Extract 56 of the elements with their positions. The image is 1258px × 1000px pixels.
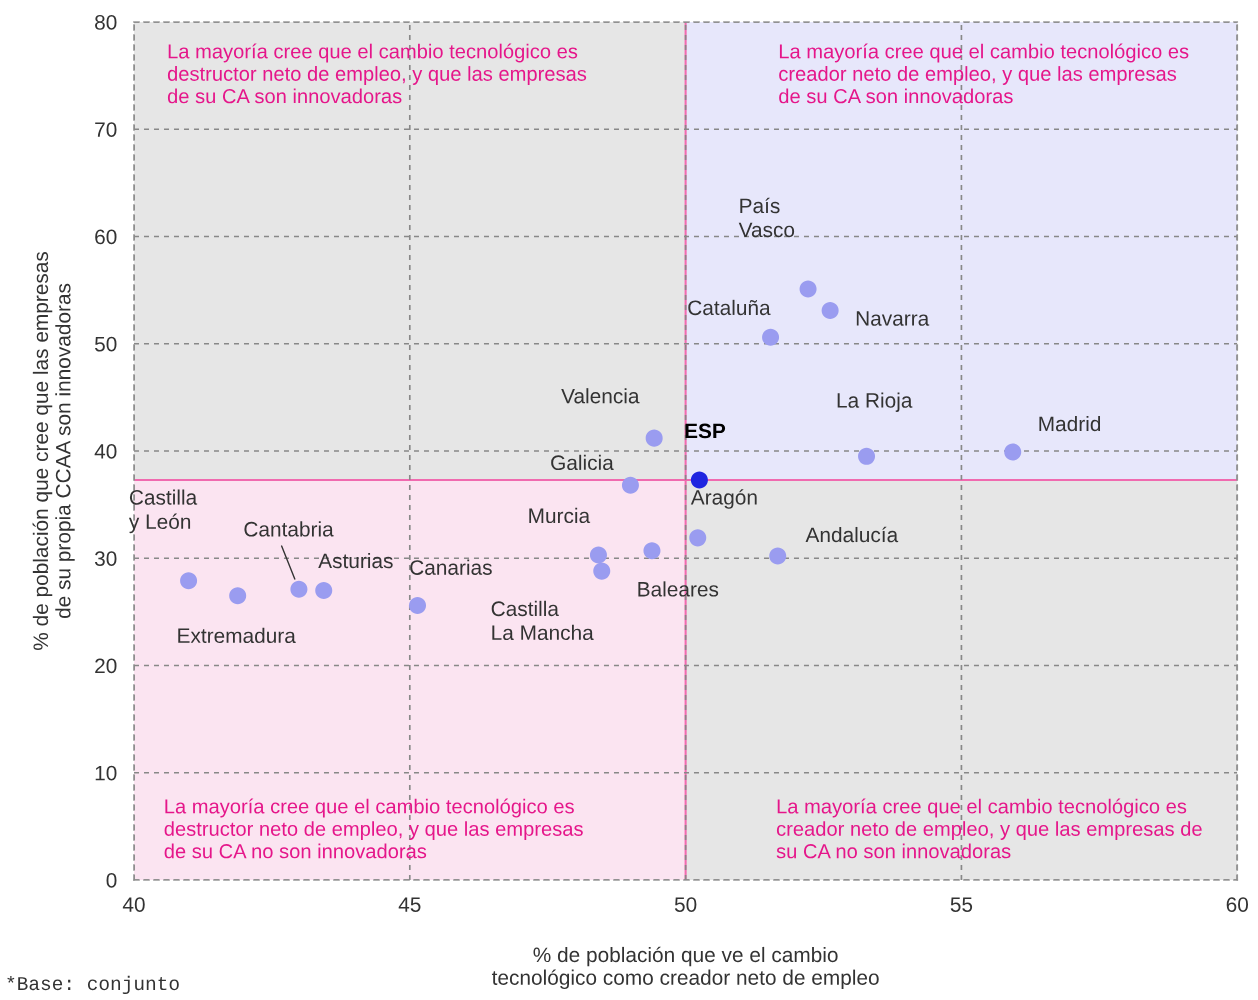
annotation: Andalucía — [805, 526, 899, 543]
text: *Base: conjunto — [7, 975, 179, 994]
annotation: Aragón — [690, 489, 757, 509]
annotation: Castilla y León — [128, 489, 198, 534]
point — [762, 328, 780, 346]
x-tick-label: 55 — [950, 897, 973, 912]
y-tick-label: 0 — [106, 873, 117, 888]
annotation: Galicia — [551, 454, 614, 471]
annotation: Cantabria — [244, 521, 334, 537]
point — [180, 572, 198, 590]
annotation: Madrid — [1039, 415, 1101, 432]
annotation: La mayoría cree que el cambio tecnológico es destructor neto de empleo, y que las empresas de su CA no son innovadoras — [164, 798, 583, 859]
y-axis-title: % de población que cree que las empresas de su propia CCAA son innovadoras — [32, 251, 75, 651]
annotation: La mayoría cree que el cambio tecnológico es creador neto de empleo, y que las empresas de su CA no son innovadoras — [776, 798, 1202, 859]
x-tick-label: 50 — [674, 897, 697, 912]
point — [689, 529, 707, 547]
series-label: ESP — [685, 423, 726, 439]
y-tick-label: 30 — [94, 551, 117, 566]
y-tick-label: 50 — [94, 336, 117, 352]
annotation: Navarra — [856, 311, 930, 326]
annotation: Asturias — [318, 552, 393, 569]
y-tick-label: 60 — [95, 229, 117, 245]
point — [645, 429, 663, 447]
point — [799, 280, 817, 298]
annotation: La Rioja — [837, 392, 913, 412]
annotation: La mayoría cree que el cambio tecnológico es destructor neto de empleo, y que las empresas de su CA son innovadoras — [167, 43, 587, 104]
annotation: Murcia — [529, 507, 591, 524]
point — [593, 562, 611, 580]
point — [315, 581, 333, 599]
x-tick-label: 60 — [1226, 897, 1249, 912]
point — [589, 546, 607, 564]
annotation: Valencia — [561, 388, 640, 404]
y-tick-label: 10 — [95, 765, 117, 781]
point — [858, 447, 876, 465]
point — [821, 302, 839, 320]
annotation: Cataluña — [688, 299, 771, 316]
annotation: Extremadura — [178, 627, 296, 644]
y-tick-label: 70 — [95, 122, 117, 137]
annotation: Canarias — [410, 559, 492, 575]
annotation: Castilla La Mancha — [491, 600, 594, 641]
x-tick-label: 45 — [398, 897, 421, 912]
point — [1004, 443, 1022, 461]
point — [690, 471, 708, 489]
x-tick-label: 40 — [122, 897, 145, 912]
annotation: País Vasco — [738, 197, 795, 238]
point — [769, 547, 787, 565]
point — [229, 587, 247, 605]
y-tick-label: 20 — [95, 658, 117, 674]
point — [621, 476, 639, 494]
point — [643, 542, 661, 560]
x-axis-title: % de población que ve el cambio tecnológico como creador neto de empleo — [491, 946, 879, 990]
y-tick-label: 80 — [95, 15, 117, 30]
y-tick-label: 40 — [94, 444, 117, 459]
point — [290, 580, 308, 598]
annotation: La mayoría cree que el cambio tecnológico es creador neto de empleo, y que las empresas de su CA son innovadoras — [779, 43, 1189, 104]
point — [409, 596, 427, 614]
